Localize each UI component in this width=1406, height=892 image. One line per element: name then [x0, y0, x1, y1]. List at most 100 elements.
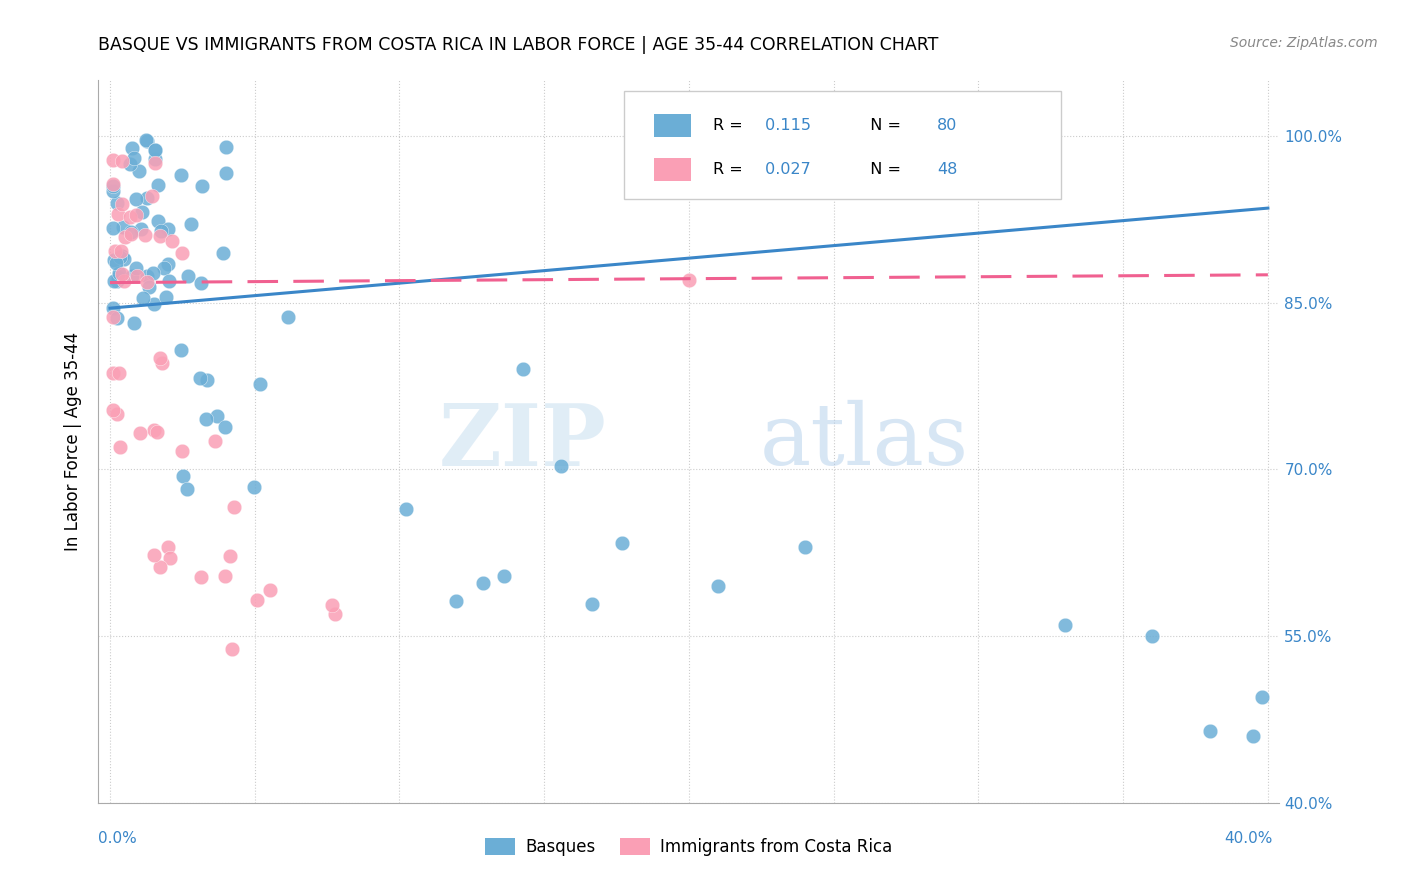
Point	[136, 191, 159, 205]
Point	[111, 154, 134, 169]
Point	[170, 245, 193, 260]
Point	[159, 551, 181, 566]
Text: 48: 48	[936, 161, 957, 177]
Point	[610, 536, 633, 550]
Point	[156, 257, 179, 271]
Point	[125, 261, 148, 276]
Point	[157, 274, 180, 288]
Point	[149, 224, 172, 238]
Point	[707, 579, 730, 593]
Point	[131, 291, 153, 305]
Point	[221, 642, 243, 657]
Point	[131, 204, 153, 219]
Point	[190, 570, 212, 584]
Point	[122, 151, 145, 165]
Point	[492, 569, 515, 583]
Point	[112, 219, 135, 234]
Point	[135, 134, 157, 148]
Point	[195, 373, 218, 387]
Point	[214, 569, 236, 583]
Point	[550, 458, 572, 473]
Point	[156, 222, 179, 236]
Point	[1251, 690, 1274, 705]
Point	[105, 310, 128, 325]
Point	[135, 275, 157, 289]
Point	[188, 371, 211, 385]
Point	[153, 260, 176, 275]
Point	[277, 310, 299, 324]
Point	[1054, 618, 1077, 632]
Text: N =: N =	[860, 119, 907, 133]
Point	[143, 156, 166, 170]
Point	[110, 250, 132, 264]
Point	[169, 343, 191, 357]
Point	[101, 179, 124, 194]
Point	[101, 184, 124, 198]
Point	[793, 540, 815, 554]
Point	[172, 469, 194, 483]
Point	[1241, 729, 1264, 743]
Text: Source: ZipAtlas.com: Source: ZipAtlas.com	[1230, 36, 1378, 50]
Text: 0.0%: 0.0%	[98, 831, 138, 846]
Point	[246, 593, 269, 607]
Point	[127, 269, 149, 284]
Point	[243, 480, 266, 494]
Point	[128, 163, 150, 178]
FancyBboxPatch shape	[654, 158, 692, 181]
Point	[112, 252, 135, 267]
Point	[111, 249, 134, 263]
Point	[110, 244, 132, 259]
Point	[120, 225, 142, 239]
Point	[105, 407, 128, 421]
Point	[1140, 629, 1163, 643]
Point	[105, 256, 128, 270]
Point	[146, 178, 169, 192]
Text: R =: R =	[713, 119, 748, 133]
Point	[581, 597, 603, 611]
Point	[142, 266, 165, 280]
Point	[145, 143, 167, 157]
Point	[107, 270, 129, 285]
Point	[104, 244, 127, 259]
Point	[101, 153, 124, 167]
Point	[120, 157, 142, 171]
FancyBboxPatch shape	[624, 91, 1062, 200]
Point	[135, 133, 157, 147]
Point	[129, 426, 152, 441]
Point	[120, 210, 142, 224]
Point	[471, 576, 494, 591]
Point	[101, 310, 124, 324]
Point	[142, 297, 165, 311]
Point	[214, 420, 236, 434]
Point	[444, 594, 467, 608]
Point	[155, 290, 177, 304]
Text: 0.115: 0.115	[759, 119, 811, 133]
Point	[512, 361, 534, 376]
Point	[112, 274, 135, 288]
Point	[323, 607, 346, 621]
Point	[125, 192, 148, 206]
Point	[219, 549, 242, 563]
Point	[150, 356, 173, 370]
Point	[101, 177, 124, 191]
Point	[125, 208, 148, 222]
Point	[135, 268, 157, 283]
Point	[143, 548, 166, 562]
Point	[259, 582, 281, 597]
Point	[114, 230, 136, 244]
Point	[149, 560, 172, 574]
Point	[138, 279, 160, 293]
Point	[101, 366, 124, 380]
Point	[249, 376, 271, 391]
Point	[157, 540, 180, 554]
Text: N =: N =	[860, 161, 907, 177]
Point	[108, 441, 131, 455]
Point	[107, 207, 129, 221]
Point	[107, 267, 129, 281]
Point	[204, 434, 226, 449]
Point	[143, 152, 166, 166]
Point	[212, 246, 235, 260]
Point	[146, 425, 169, 440]
Point	[105, 274, 128, 288]
Text: 80: 80	[936, 119, 957, 133]
